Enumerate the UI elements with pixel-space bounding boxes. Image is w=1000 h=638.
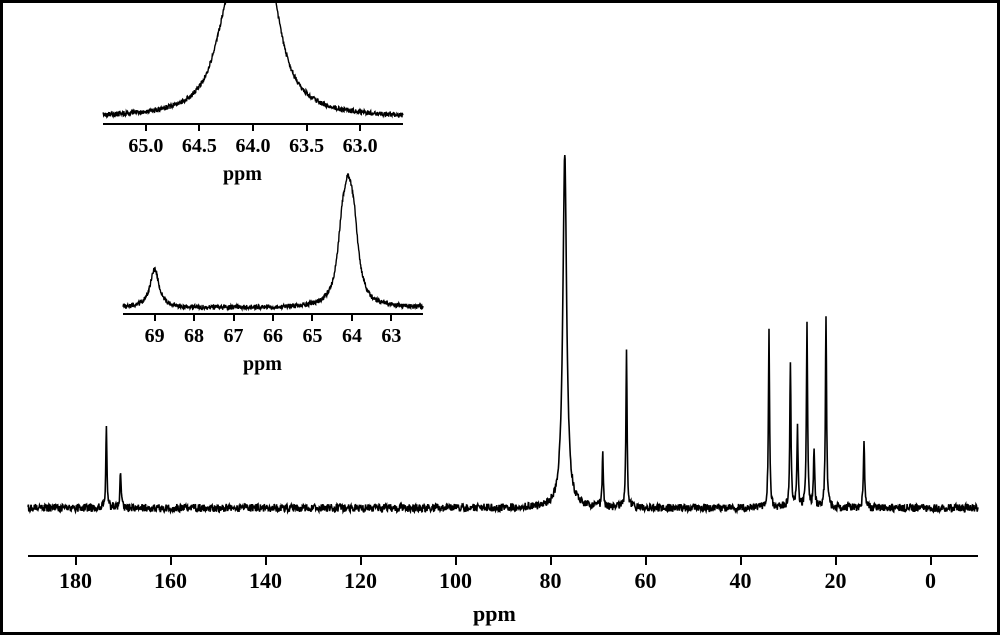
tick-label: 63	[381, 325, 401, 348]
tick	[233, 313, 235, 321]
tick-label: 69	[145, 325, 165, 348]
tick	[154, 313, 156, 321]
inset-bottom-spectrum	[3, 3, 1000, 638]
tick	[311, 313, 313, 321]
tick	[193, 313, 195, 321]
nmr-figure: 180160140120100806040200 ppm 65.064.564.…	[0, 0, 1000, 635]
inset-bottom-x-label: ppm	[243, 353, 282, 376]
tick-label: 64	[342, 325, 362, 348]
tick-label: 67	[224, 325, 244, 348]
tick-label: 68	[184, 325, 204, 348]
tick-label: 65	[302, 325, 322, 348]
tick	[272, 313, 274, 321]
tick	[351, 313, 353, 321]
tick-label: 66	[263, 325, 283, 348]
tick	[390, 313, 392, 321]
